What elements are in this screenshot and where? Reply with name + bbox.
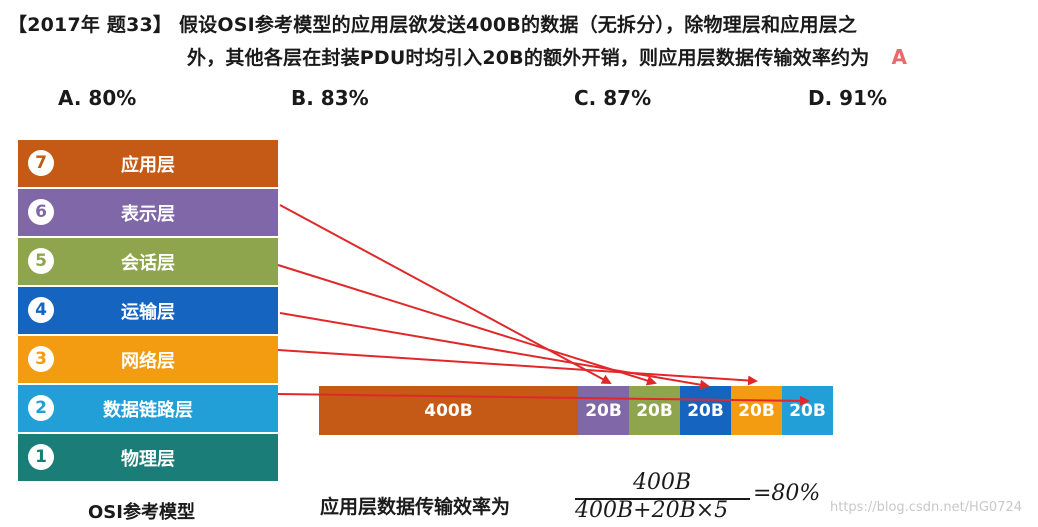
- layer-number-badge: 6: [28, 199, 54, 225]
- layer-presentation: 6 表示层: [18, 189, 278, 236]
- layer-data-link: 2 数据链路层: [18, 385, 278, 432]
- layer-physical: 1 物理层: [18, 434, 278, 481]
- packet-segment-header: 20B: [782, 386, 833, 435]
- formula-label: 应用层数据传输效率为: [320, 496, 511, 518]
- option-c: C. 87%: [574, 86, 652, 110]
- layer-application: 7 应用层: [18, 140, 278, 187]
- arrow-group: [277, 204, 810, 406]
- packet-segment-header: 20B: [680, 386, 731, 435]
- question-line-2: 外，其他各层在封装PDU时均引入20B的额外开销，则应用层数据传输效率约为 A: [187, 43, 907, 70]
- layer-name: 会话层: [121, 252, 175, 274]
- layer-name: 应用层: [121, 154, 175, 176]
- watermark: https://blog.csdn.net/HG0724: [830, 500, 1022, 515]
- layer-number-badge: 4: [28, 297, 54, 323]
- packet-segment-header: 20B: [629, 386, 680, 435]
- layer-number-badge: 1: [28, 444, 54, 470]
- packet-segment-header: 20B: [731, 386, 782, 435]
- formula-denominator: 400B+20B×5: [575, 498, 729, 523]
- osi-layer-stack: 7 应用层 6 表示层 5 会话层 4 运输层 3 网络层 2 数据链路层 1 …: [18, 140, 278, 483]
- layer-network: 3 网络层: [18, 336, 278, 383]
- mapping-arrow: [277, 393, 810, 406]
- formula-result: =80%: [753, 481, 821, 506]
- mapping-arrow: [277, 349, 758, 386]
- mapping-arrow: [279, 204, 612, 384]
- layer-name: 物理层: [121, 448, 175, 470]
- layer-name: 网络层: [121, 350, 175, 372]
- formula-numerator: 400B: [633, 470, 692, 495]
- layer-number-badge: 5: [28, 248, 54, 274]
- osi-model-caption: OSI参考模型: [88, 502, 195, 523]
- fraction-bar: [575, 498, 750, 500]
- layer-name: 表示层: [121, 203, 175, 225]
- answer-badge: A: [891, 45, 908, 69]
- option-b: B. 83%: [291, 86, 369, 110]
- question-line-1: 【2017年 题33】 假设OSI参考模型的应用层欲发送400B的数据（无拆分）…: [8, 14, 858, 36]
- mapping-arrow: [277, 264, 657, 386]
- packet-bar: 400B 20B 20B 20B 20B 20B: [319, 386, 833, 435]
- layer-number-badge: 7: [28, 150, 54, 176]
- layer-name: 数据链路层: [103, 399, 193, 421]
- option-d: D. 91%: [808, 86, 888, 110]
- layer-session: 5 会话层: [18, 238, 278, 285]
- option-a: A. 80%: [58, 86, 137, 110]
- layer-number-badge: 2: [28, 395, 54, 421]
- layer-number-badge: 3: [28, 346, 54, 372]
- mapping-arrow: [279, 312, 710, 390]
- question-line-2-text: 外，其他各层在封装PDU时均引入20B的额外开销，则应用层数据传输效率约为: [187, 47, 870, 69]
- layer-name: 运输层: [121, 301, 175, 323]
- layer-transport: 4 运输层: [18, 287, 278, 334]
- packet-segment-header: 20B: [578, 386, 629, 435]
